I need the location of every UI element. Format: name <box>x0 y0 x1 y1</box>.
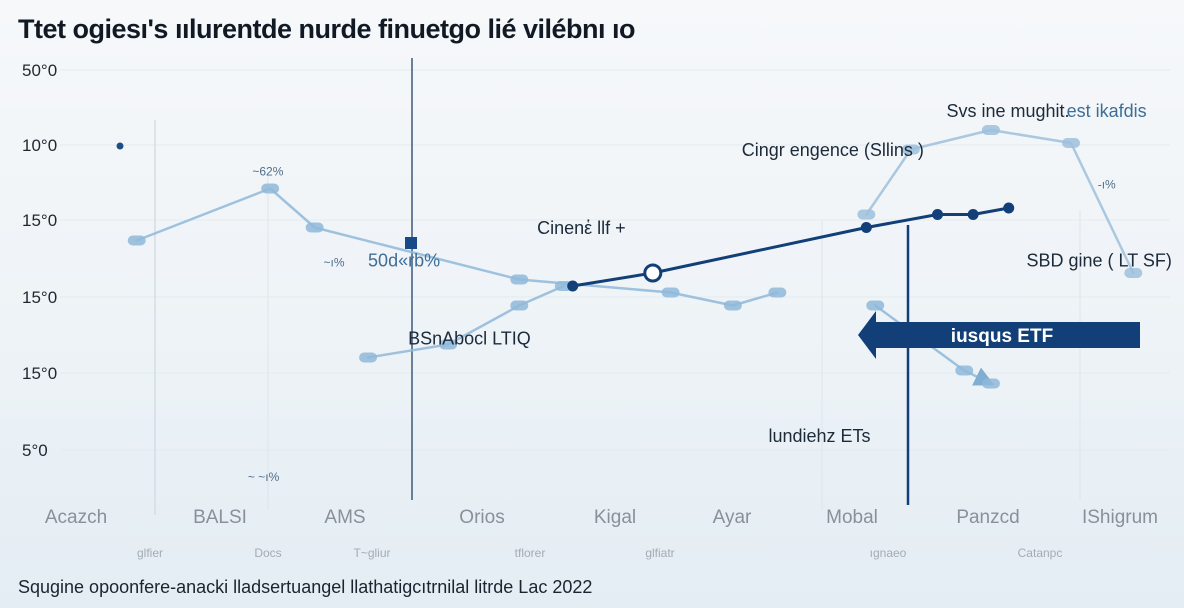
series-line <box>135 187 779 307</box>
series-line <box>366 284 566 359</box>
x-tick-label: BALSI <box>193 507 247 528</box>
annotation: Cinenἑ llf + <box>537 218 626 238</box>
series-point <box>768 287 787 298</box>
series-point <box>261 183 280 194</box>
series-point <box>1124 268 1143 278</box>
series-point <box>981 378 1000 389</box>
annotation: SBD gine ( LT SF) <box>1027 251 1172 271</box>
x-tick-label: Ayar <box>713 507 752 528</box>
annotation: ~62% <box>252 165 283 179</box>
series-point <box>901 144 920 155</box>
banner-layer: iusqus ETF <box>858 311 1140 359</box>
series-point <box>981 125 1000 135</box>
footnote: Squgine opoonfere-anacki lladsertuangel … <box>18 577 593 597</box>
y-tick-label: 50°0 <box>22 61 57 80</box>
x-tick-label: Panzcd <box>956 507 1019 528</box>
series-point <box>1003 202 1015 214</box>
series-point <box>567 280 579 292</box>
series-point <box>857 209 876 220</box>
series-point <box>359 352 378 363</box>
chart-title: Ttet ogiesı's ıılurentde nurde finuetgo … <box>18 14 635 44</box>
axis-layer: 50°0 10°0 15°0 15°0 15°0 5°0 Acazch BALSI AMS Ori… <box>22 61 1158 560</box>
annotation: -ı% <box>1098 178 1116 192</box>
series-point <box>127 235 146 246</box>
x-tick-label: Mobal <box>826 507 878 528</box>
x-sub-label: glfier <box>137 546 163 560</box>
x-tick-label: AMS <box>324 507 365 528</box>
series-point <box>932 209 944 220</box>
series-layer <box>127 125 1143 389</box>
series-point <box>1062 138 1081 148</box>
y-tick-label: 5°0 <box>22 441 48 460</box>
series-point <box>860 222 872 233</box>
series-point <box>439 339 458 350</box>
y-tick-label: 15°0 <box>22 288 57 307</box>
series-line <box>571 206 1011 288</box>
series-point <box>866 300 885 311</box>
gridlines <box>60 69 1170 451</box>
x-sub-label: Catanpc <box>1018 546 1063 560</box>
banner-bar <box>868 322 1140 348</box>
x-tick-label: Orios <box>459 507 504 528</box>
annotation: Svs ine mughit. <box>946 101 1069 121</box>
series-point <box>955 365 974 376</box>
x-sub-label: tflorer <box>515 546 546 560</box>
banner-label: iusqus ETF <box>951 326 1053 347</box>
series-point <box>723 300 742 311</box>
annotation: BSnAbocl LTIQ <box>408 329 531 349</box>
banner-arrowhead <box>858 311 876 359</box>
x-tick-label: IShigrum <box>1082 507 1158 528</box>
y-tick-label: 10°0 <box>22 136 57 155</box>
x-tick-label: Kigal <box>594 507 636 528</box>
series-point <box>967 209 979 220</box>
reference-lines <box>116 58 1081 515</box>
series-point <box>510 300 529 311</box>
series-line <box>874 304 995 386</box>
reference-marker <box>405 237 417 249</box>
annotation: est ikafdis <box>1067 101 1147 121</box>
annotation: ~ı% <box>324 256 345 270</box>
annotations-layer: Svs ine mughit.est ikafdis Cingr engence … <box>248 101 1172 484</box>
annotation: ~ ~ı% <box>248 470 280 484</box>
annotation: 50d«rb% <box>368 251 440 271</box>
series-point <box>510 274 529 285</box>
x-sub-label: Docs <box>254 546 281 560</box>
x-tick-label: Acazch <box>45 507 107 528</box>
annotation: lundiehz ETs <box>768 426 870 446</box>
annotation: Cingr engence (Sllins ) <box>742 140 924 160</box>
series-point <box>661 287 680 298</box>
y-tick-label: 15°0 <box>22 211 57 230</box>
x-sub-label: T~gliur <box>353 546 390 560</box>
x-sub-label: ıgnaeo <box>870 546 907 560</box>
series-point <box>305 222 324 233</box>
stray-point <box>116 142 124 150</box>
x-sub-label: glfiatr <box>645 546 674 560</box>
y-tick-label: 15°0 <box>22 364 57 383</box>
series-point <box>643 263 663 283</box>
